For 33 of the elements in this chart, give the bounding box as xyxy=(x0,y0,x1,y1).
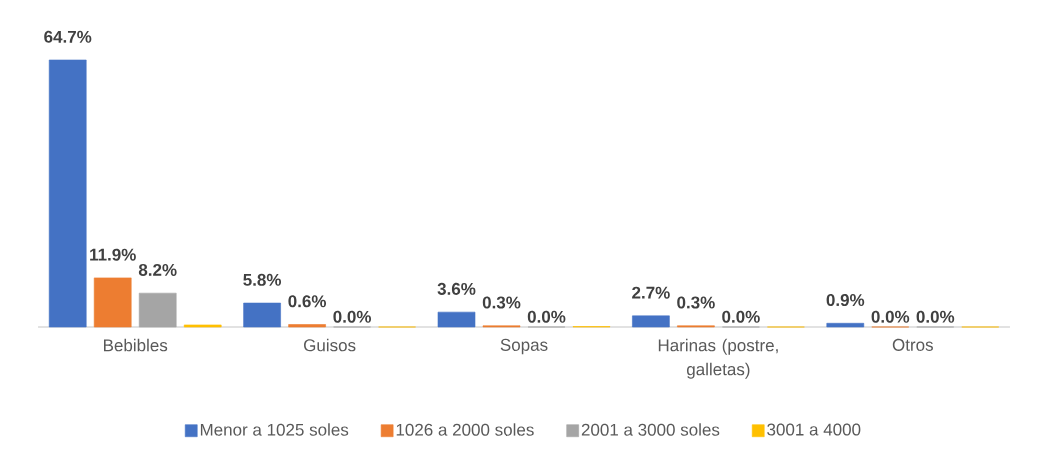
bar xyxy=(243,302,281,328)
bar xyxy=(138,292,177,328)
legend-label: Menor a 1025 soles xyxy=(200,423,349,436)
data-label: 0.6% xyxy=(288,295,327,308)
data-label: 0.0% xyxy=(916,310,955,323)
data-label: 0.3% xyxy=(677,296,715,309)
bar xyxy=(437,311,476,328)
legend-label: 1026 a 2000 soles xyxy=(396,423,534,436)
data-label: 2.7% xyxy=(632,286,670,299)
data-label: 0.0% xyxy=(871,310,910,323)
data-label: 0.0% xyxy=(333,310,372,323)
data-label: 0.9% xyxy=(826,294,865,307)
data-label: 11.9% xyxy=(90,248,136,261)
data-label: 8.2% xyxy=(138,263,177,276)
data-label: 64.7% xyxy=(44,30,92,43)
bar xyxy=(826,322,865,328)
data-label: 3.6% xyxy=(437,282,476,295)
legend-label: 2001 a 3000 soles xyxy=(581,423,720,436)
bar xyxy=(183,324,222,328)
legend-label: 3001 a 4000 xyxy=(767,423,861,436)
bar xyxy=(93,277,132,328)
data-label: 0.0% xyxy=(527,310,566,323)
x-tick-label: Harinas (postre, galletas) xyxy=(658,338,778,379)
data-label: 0.0% xyxy=(722,310,760,323)
x-tick-label: Bebibles xyxy=(104,338,168,352)
x-tick-label: Guisos xyxy=(304,338,356,352)
data-label: 0.3% xyxy=(482,296,521,309)
bar xyxy=(48,59,87,328)
x-tick-label: Otros xyxy=(892,338,933,351)
bar xyxy=(632,315,670,328)
bar xyxy=(288,324,326,328)
data-label: 5.8% xyxy=(243,273,282,286)
x-tick-label: Sopas xyxy=(500,338,548,355)
